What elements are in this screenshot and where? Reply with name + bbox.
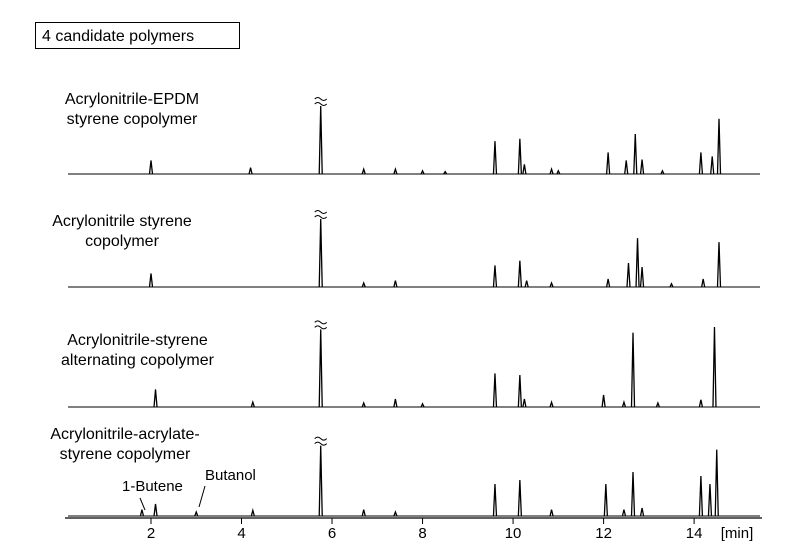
x-tick-label: 12	[595, 525, 612, 542]
peak	[716, 118, 722, 175]
axis-break	[314, 436, 328, 441]
peak	[624, 160, 629, 175]
x-tick-label: 6	[328, 525, 336, 542]
peak	[393, 510, 398, 517]
x-tick-label: 14	[686, 525, 703, 542]
peak	[605, 278, 611, 288]
peak	[639, 507, 645, 517]
peak	[707, 483, 713, 517]
peak	[716, 242, 722, 288]
peak	[248, 167, 253, 175]
peak	[714, 449, 719, 517]
peak	[492, 265, 498, 288]
chart-title: 4 candidate polymers	[35, 22, 240, 49]
annotation: Butanol	[205, 467, 256, 484]
peak	[517, 374, 523, 408]
peak	[153, 503, 158, 517]
axis-break	[314, 210, 328, 214]
peak	[712, 326, 717, 408]
peak	[492, 141, 498, 175]
peak	[621, 509, 627, 517]
peak	[605, 152, 611, 175]
peak	[630, 471, 636, 517]
peak	[549, 509, 554, 517]
peak	[420, 169, 425, 175]
peak	[492, 373, 498, 408]
peak	[621, 400, 627, 408]
peak	[669, 282, 674, 288]
peak	[698, 152, 704, 175]
peak	[361, 167, 366, 175]
peak	[517, 138, 523, 175]
peak	[361, 401, 366, 408]
peak	[639, 266, 645, 288]
peak	[148, 160, 154, 175]
peak	[701, 278, 706, 288]
peak	[522, 164, 527, 175]
x-tick-label: 4	[237, 525, 245, 542]
peak	[549, 281, 554, 288]
annotation: 1-Butene	[122, 478, 183, 495]
peak	[318, 218, 323, 288]
peak	[393, 280, 398, 288]
peak	[517, 479, 523, 517]
peak	[492, 483, 498, 517]
peak	[250, 507, 255, 517]
leader-line	[198, 485, 206, 508]
leader-line	[139, 497, 146, 511]
peak	[710, 156, 715, 175]
x-unit-label: [min]	[721, 525, 754, 542]
peak	[655, 401, 661, 408]
peak	[524, 280, 529, 288]
series-label: Acrylonitrile-EPDM styrene copolymer	[64, 91, 200, 128]
x-tick-label: 2	[147, 525, 155, 542]
axis-break	[314, 97, 328, 101]
peak	[194, 510, 199, 517]
axis-break	[314, 441, 328, 446]
peak	[556, 169, 561, 175]
peak	[420, 402, 425, 408]
peak	[633, 133, 638, 175]
peak	[626, 262, 631, 288]
x-tick-label: 10	[505, 525, 522, 542]
peak	[517, 260, 523, 288]
peak	[630, 332, 636, 408]
peak	[549, 400, 554, 408]
series-label: Acrylonitrile styrene copolymer	[52, 213, 192, 250]
peak	[443, 170, 448, 175]
axis-break	[314, 102, 328, 106]
peak	[250, 400, 255, 408]
peak	[549, 167, 554, 175]
axis-break	[314, 215, 328, 219]
axis-break	[314, 325, 328, 330]
peak	[318, 105, 323, 175]
peak	[698, 475, 704, 517]
peak	[148, 273, 154, 288]
peak	[522, 398, 527, 408]
peak	[139, 509, 145, 517]
peak	[153, 389, 158, 408]
series-label: Acrylonitrile-styrene alternating copoly…	[61, 332, 214, 369]
peak	[318, 445, 323, 517]
peak	[361, 509, 366, 517]
x-tick-label: 8	[418, 525, 426, 542]
peak	[635, 238, 640, 288]
peak	[698, 399, 704, 408]
peak	[361, 281, 366, 288]
axis-break	[314, 320, 328, 325]
series-label: Acrylonitrile-acrylate- styrene copolyme…	[50, 426, 200, 463]
peak	[393, 167, 398, 175]
peak	[601, 394, 606, 408]
peak	[393, 398, 398, 408]
peak	[639, 159, 645, 175]
peak	[603, 483, 609, 517]
peak	[318, 329, 323, 408]
peak	[660, 169, 665, 175]
